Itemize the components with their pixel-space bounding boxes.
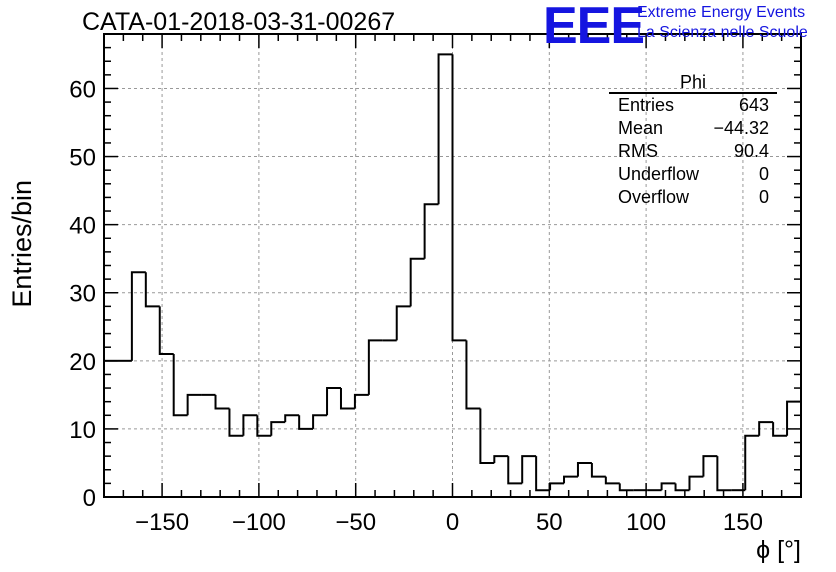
stats-label: Entries (618, 95, 675, 115)
x-tick-label: −100 (232, 509, 286, 536)
stats-row: Overflow 0 (609, 186, 777, 209)
y-tick-label: 10 (69, 417, 96, 444)
histogram-bin (130, 271, 146, 361)
y-tick-label: 40 (69, 213, 96, 240)
stats-label: Underflow (618, 164, 700, 184)
histogram-bin (409, 257, 425, 307)
histogram-bin (604, 476, 620, 485)
y-tick-label: 30 (69, 281, 96, 308)
histogram-bin (535, 456, 551, 492)
x-tick-label: 100 (626, 509, 666, 536)
histogram-bin (786, 400, 801, 436)
y-tick-label: 50 (69, 145, 96, 172)
logo-line-2: La Scienza nelle Scuole (637, 24, 808, 41)
y-tick-label: 60 (69, 76, 96, 103)
histogram-bin (521, 455, 537, 484)
histogram-bin (563, 475, 578, 484)
histogram-bin (158, 306, 174, 356)
chart-title: CATA-01-2018-03-31-00267 (82, 8, 396, 36)
histogram-bin (339, 388, 355, 410)
logo-caption: Extreme Energy Events La Scienza nelle S… (637, 3, 808, 43)
stats-row: RMS 90.4 (609, 140, 777, 163)
histogram-bin (479, 408, 495, 464)
x-axis-label: ϕ [°] (756, 536, 801, 564)
histogram-bin (186, 393, 202, 416)
histogram-bin (716, 456, 732, 492)
stats-title: Phi (609, 72, 777, 94)
histogram-bin (507, 456, 523, 485)
stats-label: Overflow (618, 187, 690, 207)
stats-label: RMS (618, 141, 658, 161)
histogram-bin (353, 393, 369, 409)
axis-ticks (103, 33, 802, 498)
y-tick-label: 20 (69, 349, 96, 376)
eee-logo: EEE (543, 0, 645, 55)
histogram-bin (298, 415, 314, 430)
histogram-bin (326, 387, 341, 416)
histogram-bin (242, 414, 258, 436)
histogram-bin (688, 475, 704, 491)
histogram-bin (744, 434, 760, 491)
x-tick-label: 0 (446, 509, 459, 536)
histogram-bin (228, 408, 244, 437)
histogram-bin (758, 421, 774, 436)
x-tick-label: −50 (335, 509, 376, 536)
stats-value: −44.32 (713, 118, 769, 138)
stats-row: Entries 643 (609, 94, 777, 117)
histogram-bin (214, 394, 230, 410)
stats-value: 0 (758, 164, 769, 184)
histogram-bin (270, 421, 286, 436)
stats-value: 90.4 (733, 141, 769, 161)
histogram-bin (312, 414, 328, 429)
logo-line-1: Extreme Energy Events (637, 4, 806, 21)
stats-row: Mean −44.32 (609, 117, 777, 140)
x-tick-labels: −150 −100 −50 0 50 100 150 (135, 509, 763, 536)
histogram-bin (590, 462, 606, 478)
histogram-bin (284, 414, 300, 423)
histogram-bin (549, 482, 565, 491)
histogram-bars (104, 53, 801, 492)
histogram-bin (423, 203, 439, 259)
histogram-bin (256, 415, 272, 437)
histogram-bin (674, 483, 690, 492)
histogram-bin (451, 54, 467, 342)
y-axis-label: Entries/bin (7, 180, 37, 308)
x-tick-label: −150 (135, 509, 189, 536)
x-tick-label: 50 (536, 509, 563, 536)
x-tick-label: 150 (723, 509, 763, 536)
histogram-bin (576, 461, 592, 477)
histogram-bin (465, 340, 481, 410)
stats-label: Mean (618, 118, 664, 138)
histogram-bin (144, 272, 160, 308)
y-tick-label: 0 (83, 485, 96, 512)
stats-box: Phi Entries 643 Mean −44.32 RMS 90.4 Underf… (609, 72, 777, 209)
histogram-bin (395, 305, 411, 341)
histogram-bin (437, 53, 453, 205)
histogram-bin (493, 455, 509, 463)
stats-value: 0 (758, 187, 769, 207)
y-tick-labels: 0 10 20 30 40 50 60 (69, 76, 96, 512)
histogram-bin (367, 339, 383, 395)
histogram-bin (702, 455, 718, 477)
stats-value: 643 (738, 95, 769, 115)
stats-row: Underflow 0 (609, 163, 777, 186)
histogram-bin (618, 483, 634, 492)
histogram-bin (660, 482, 676, 491)
histogram-bin (172, 354, 188, 417)
histogram-bin (772, 422, 788, 437)
